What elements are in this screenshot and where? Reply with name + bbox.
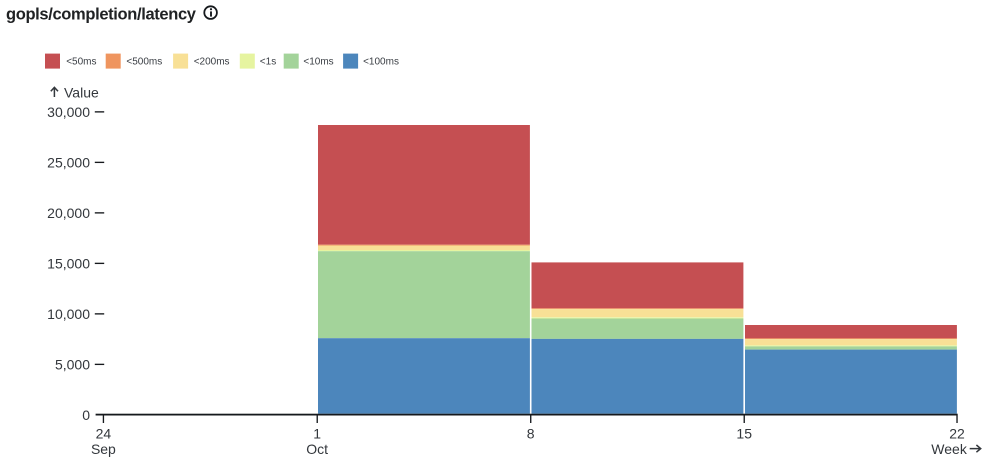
svg-text:30,000: 30,000 xyxy=(47,104,90,120)
svg-text:24: 24 xyxy=(96,426,112,442)
svg-text:15: 15 xyxy=(736,426,752,442)
svg-text:<1s: <1s xyxy=(260,57,276,68)
svg-text:Sep: Sep xyxy=(91,441,116,457)
svg-text:<200ms: <200ms xyxy=(194,57,230,68)
svg-text:Oct: Oct xyxy=(306,441,328,457)
svg-text:<10ms: <10ms xyxy=(303,57,333,68)
svg-text:22: 22 xyxy=(949,426,965,442)
svg-text:8: 8 xyxy=(527,426,535,442)
svg-text:<500ms: <500ms xyxy=(126,57,162,68)
svg-text:<100ms: <100ms xyxy=(363,57,399,68)
svg-text:10,000: 10,000 xyxy=(47,306,90,322)
svg-text:Week: Week xyxy=(931,441,968,457)
svg-text:1: 1 xyxy=(313,426,321,442)
svg-text:25,000: 25,000 xyxy=(47,154,90,170)
svg-text:15,000: 15,000 xyxy=(47,255,90,271)
svg-text:<50ms: <50ms xyxy=(66,57,96,68)
svg-text:Value: Value xyxy=(64,84,99,100)
svg-text:20,000: 20,000 xyxy=(47,205,90,221)
svg-text:0: 0 xyxy=(82,407,90,423)
svg-text:gopls/completion/latency: gopls/completion/latency xyxy=(6,6,197,24)
svg-text:5,000: 5,000 xyxy=(55,356,90,372)
